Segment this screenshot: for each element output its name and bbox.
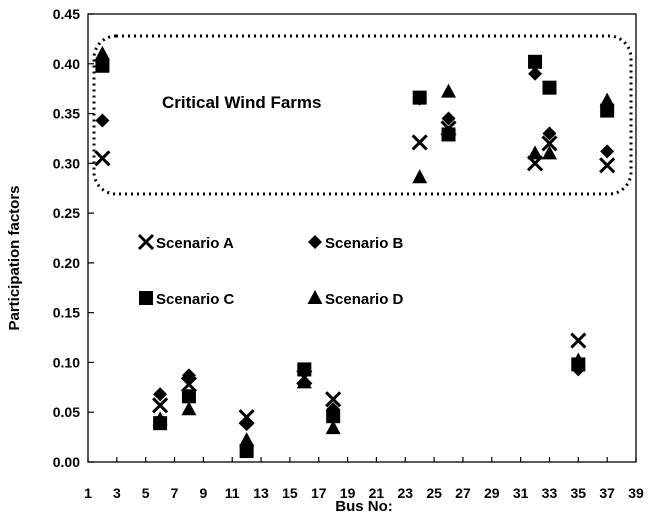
x-tick-label: 23 — [397, 485, 413, 501]
y-tick-label: 0.40 — [53, 56, 80, 72]
legend-marker-scenario-b — [308, 235, 322, 249]
legend-label-scenario-c: Scenario C — [156, 291, 235, 308]
point-scenario-d — [181, 401, 197, 416]
point-scenario-b — [441, 111, 456, 126]
point-scenario-d — [239, 432, 255, 447]
point-scenario-d — [325, 420, 341, 435]
point-scenario-a — [94, 150, 111, 167]
point-scenario-c — [326, 409, 341, 424]
point-scenario-c — [239, 444, 254, 459]
point-scenario-d — [541, 145, 557, 160]
point-scenario-d — [152, 411, 168, 426]
x-tick-label: 5 — [142, 485, 150, 501]
point-scenario-b — [153, 387, 168, 402]
point-scenario-c — [441, 127, 456, 142]
critical-region-box — [92, 34, 633, 196]
plot-area — [87, 13, 637, 463]
point-scenario-c — [95, 58, 110, 73]
point-scenario-d — [94, 45, 110, 60]
x-tick-label: 29 — [484, 485, 500, 501]
x-axis: 1 3 5 7 9 11 13 15 17 19 21 23 25 27 29 31 33 35 37 39 — [84, 457, 644, 501]
x-axis-title: Bus No: — [335, 498, 393, 515]
y-tick-label: 0.30 — [53, 155, 80, 171]
point-scenario-c — [181, 389, 196, 404]
x-tick-label: 33 — [542, 485, 558, 501]
y-tick-label: 0.05 — [53, 404, 80, 420]
y-tick-label: 0.00 — [53, 454, 80, 470]
x-tick-label: 25 — [426, 485, 442, 501]
point-scenario-a — [180, 376, 198, 393]
point-scenario-d — [296, 374, 312, 389]
y-axis-title: Participation factors — [6, 185, 23, 330]
point-scenario-b — [542, 126, 557, 141]
data-points — [94, 45, 616, 459]
x-tick-label: 13 — [253, 485, 269, 501]
point-scenario-c — [412, 90, 427, 105]
point-scenario-a — [411, 134, 428, 151]
x-tick-label: 11 — [225, 485, 240, 501]
point-scenario-c — [297, 362, 312, 377]
point-scenario-a — [152, 397, 169, 414]
y-tick-label: 0.20 — [53, 255, 80, 271]
y-tick-label: 0.35 — [53, 106, 80, 122]
x-tick-label: 3 — [113, 485, 121, 501]
point-scenario-a — [599, 157, 616, 174]
legend-label-scenario-d: Scenario D — [325, 291, 404, 308]
point-scenario-a — [541, 135, 558, 152]
critical-wind-farms-label: Critical Wind Farms — [162, 93, 322, 112]
x-tick-label: 17 — [311, 485, 327, 501]
point-scenario-b — [95, 113, 110, 128]
x-tick-label: 27 — [455, 485, 471, 501]
point-scenario-d — [441, 83, 457, 98]
point-scenario-a — [570, 332, 587, 349]
legend-label-scenario-b: Scenario B — [325, 235, 404, 252]
point-scenario-b — [528, 66, 543, 81]
x-tick-label: 21 — [369, 485, 385, 501]
x-tick-label: 39 — [628, 485, 644, 501]
point-scenario-d — [412, 169, 428, 184]
point-scenario-d — [527, 145, 543, 160]
y-tick-label: 0.45 — [53, 6, 80, 22]
x-tick-label: 1 — [84, 485, 92, 501]
x-tick-label: 31 — [513, 485, 529, 501]
legend-marker-scenario-d — [307, 290, 323, 304]
legend: Scenario A Scenario B Scenario C Scenario D — [137, 233, 404, 308]
legend-marker-scenario-c — [139, 291, 153, 305]
y-tick-label: 0.15 — [53, 305, 80, 321]
point-scenario-b — [181, 368, 196, 383]
point-scenario-a — [325, 391, 342, 408]
x-tick-label: 15 — [282, 485, 298, 501]
point-scenario-d — [570, 352, 586, 367]
point-scenario-c — [528, 54, 543, 69]
y-tick-label: 0.25 — [53, 205, 80, 221]
x-tick-label: 35 — [571, 485, 587, 501]
point-scenario-b — [600, 144, 615, 159]
point-scenario-b — [239, 417, 254, 432]
point-scenario-c — [542, 80, 557, 95]
legend-label-scenario-a: Scenario A — [156, 235, 234, 252]
x-tick-label: 7 — [171, 485, 179, 501]
legend-marker-scenario-a — [137, 233, 155, 251]
y-axis: 0.00 0.05 0.10 0.15 0.20 0.25 0.30 0.35 0.40 0.45 — [53, 6, 94, 470]
x-tick-label: 9 — [199, 485, 207, 501]
point-scenario-c — [600, 103, 615, 118]
x-tick-label: 37 — [599, 485, 615, 501]
x-tick-label: 19 — [340, 485, 356, 501]
y-tick-label: 0.10 — [53, 354, 80, 370]
point-scenario-d — [599, 92, 615, 107]
